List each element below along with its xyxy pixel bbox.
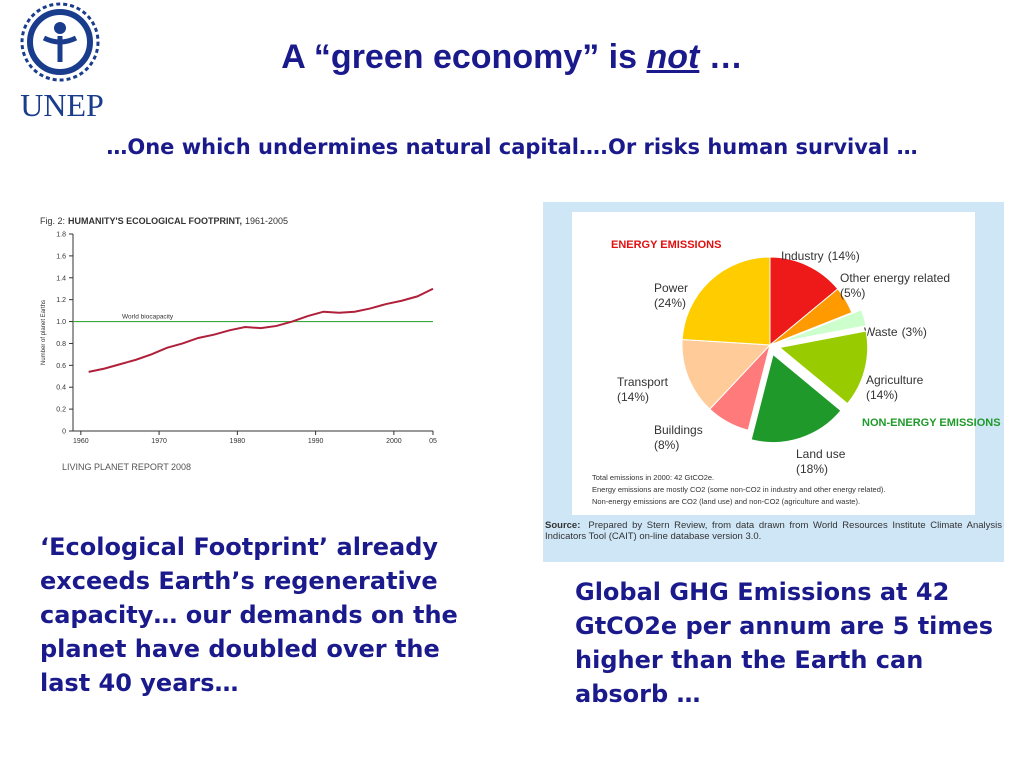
x-tick-label: 05 — [429, 438, 437, 445]
slice-name: Industry — [781, 249, 824, 263]
chart-title: Fig. 2: HUMANITY'S ECOLOGICAL FOOTPRINT, 1… — [40, 216, 288, 226]
slice-value: (14%) — [866, 388, 898, 402]
slice-label: Other energy related (5%) — [840, 271, 950, 300]
chart-background — [35, 210, 450, 480]
slice-value: (14%) — [828, 249, 860, 263]
x-tick-label: 2000 — [386, 438, 402, 445]
left-caption: ‘Ecological Footprint’ already exceeds E… — [40, 533, 458, 697]
title: HUMANITY'S ECOLOGICAL FOOTPRINT, — [68, 216, 242, 226]
slide-subtitle: …One which undermines natural capital….O… — [106, 135, 918, 159]
right-caption: Global GHG Emissions at 42 GtCO2e per an… — [575, 578, 993, 708]
group-label: NON-ENERGY EMISSIONS — [862, 417, 1001, 429]
x-tick-label: 1970 — [151, 438, 167, 445]
pie-slice — [681, 338, 772, 410]
logo-text: UNEP — [20, 87, 104, 123]
footprint-chart: Fig. 2: HUMANITY'S ECOLOGICAL FOOTPRINT, 1… — [35, 210, 450, 480]
logo: UNEP — [20, 2, 104, 123]
logo-figure — [42, 35, 78, 62]
slice-name: Power — [654, 281, 688, 295]
reference-label: World biocapacity — [122, 314, 174, 321]
logo-head — [54, 22, 66, 34]
slice-label: Buildings (8%) — [654, 423, 703, 452]
source-label: Source: — [545, 520, 581, 531]
slice-value: (5%) — [840, 286, 865, 300]
slide-title: A “green economy” is not … — [0, 38, 1024, 77]
y-tick-label: 1.2 — [56, 297, 66, 304]
slice-label: Transport (14%) — [617, 375, 669, 404]
y-axis-label: Number of planet Earths — [41, 300, 47, 365]
pie-slice — [769, 256, 839, 347]
y-tick-label: 1.0 — [56, 319, 66, 326]
logo-laurel — [20, 2, 100, 82]
slice-value: (8%) — [654, 438, 679, 452]
pie-slice — [779, 309, 867, 343]
group-label-text: NON-ENERGY EMISSIONS — [862, 417, 1001, 429]
title-text: … — [699, 38, 743, 76]
title-text: A “green economy” is — [281, 38, 647, 76]
x-tick-label: 1990 — [308, 438, 324, 445]
slice-label: Industry (14%) — [781, 249, 860, 263]
x-tick-label: 1960 — [73, 438, 89, 445]
source-box: Source: Prepared by Stern Review, from da… — [545, 520, 1002, 542]
y-tick-label: 0.6 — [56, 363, 66, 370]
group-label: ENERGY EMISSIONS — [611, 239, 721, 251]
chart-note: Total emissions in 2000: 42 GtCO2e. — [592, 473, 714, 482]
y-tick-label: 1.8 — [56, 232, 66, 239]
slice-name: Transport — [617, 375, 669, 389]
emissions-chart: Industry (14%) Other energy related (5%) Was… — [543, 202, 1004, 562]
chart-source: LIVING PLANET REPORT 2008 — [62, 462, 191, 472]
pie-slice — [769, 288, 853, 346]
slice-label: Waste (3%) — [864, 325, 927, 339]
pie-slice — [681, 256, 771, 346]
y-tick-label: 0.2 — [56, 407, 66, 414]
slice-label: Agriculture (14%) — [866, 373, 924, 402]
footprint-line — [88, 287, 434, 373]
slice-value: (18%) — [796, 462, 828, 476]
x-tick-label: 1980 — [230, 438, 246, 445]
y-tick-label: 0.8 — [56, 341, 66, 348]
slice-value: (14%) — [617, 390, 649, 404]
pie-slice — [778, 330, 869, 405]
slice-value: (3%) — [902, 325, 927, 339]
slice-label: Power (24%) — [654, 281, 688, 310]
chart-note: Energy emissions are mostly CO2 (some no… — [592, 485, 885, 494]
logo-ring — [27, 9, 93, 75]
slice-name: Agriculture — [866, 373, 924, 387]
source: Prepared by Stern Review, from data draw… — [545, 520, 1002, 542]
slice-name: Buildings — [654, 423, 703, 437]
y-tick-label: 0 — [62, 429, 66, 436]
slice-value: (24%) — [654, 296, 686, 310]
y-tick-label: 1.4 — [56, 275, 66, 282]
y-tick-label: 0.4 — [56, 385, 66, 392]
subtitle: 1961-2005 — [245, 216, 288, 226]
slice-name: Land use — [796, 447, 846, 461]
slice-name: Waste — [864, 325, 898, 339]
source-text: Source: Prepared by Stern Review, from da… — [545, 520, 1002, 542]
title-emphasis: not — [646, 38, 700, 76]
y-tick-label: 1.6 — [56, 253, 66, 260]
figure-label: Fig. 2: — [40, 216, 65, 226]
slice-label: Land use (18%) — [796, 447, 846, 476]
group-label-text: ENERGY EMISSIONS — [611, 239, 721, 251]
chart-note: Non-energy emissions are CO2 (land use) … — [592, 497, 860, 506]
pie-slice — [750, 353, 842, 444]
slice-name: Other energy related — [840, 271, 950, 285]
